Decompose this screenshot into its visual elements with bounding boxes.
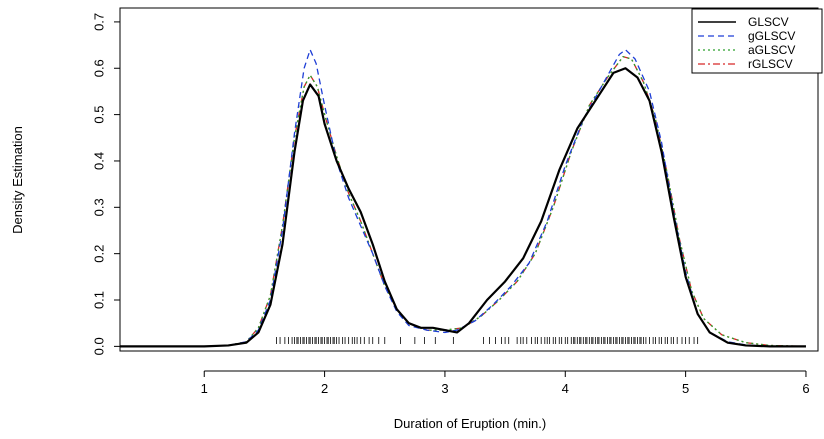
series-line-aglscv xyxy=(120,56,806,348)
y-axis-label: Density Estimation xyxy=(10,126,25,234)
y-tick-label: 0.2 xyxy=(91,245,106,263)
y-tick-label: 0.1 xyxy=(91,291,106,309)
y-tick-label: 0.7 xyxy=(91,13,106,31)
x-tick-label: 1 xyxy=(201,381,208,396)
x-tick-label: 5 xyxy=(682,381,689,396)
y-tick-label: 0.4 xyxy=(91,152,106,170)
y-tick-label: 0.6 xyxy=(91,59,106,77)
y-tick-label: 0.5 xyxy=(91,106,106,124)
legend-box xyxy=(691,8,823,74)
plot-frame xyxy=(119,7,819,352)
legend-label-glscv: GLSCV xyxy=(748,15,789,29)
rug-marks xyxy=(276,337,699,344)
y-tick-label: 0.0 xyxy=(91,337,106,355)
legend-label-aglscv: aGLSCV xyxy=(748,43,795,57)
series-lines xyxy=(120,49,806,348)
series-line-glscv xyxy=(120,67,806,348)
x-tick-label: 4 xyxy=(562,381,569,396)
series-line-gglscv xyxy=(120,49,806,348)
x-tick-label: 2 xyxy=(321,381,328,396)
legend-label-rglscv: rGLSCV xyxy=(748,57,793,71)
series-line-rglscv xyxy=(120,56,806,348)
x-axis: 1 2 3 4 5 6 xyxy=(201,370,810,396)
x-axis-label: Duration of Eruption (min.) xyxy=(394,416,546,431)
x-tick-label: 6 xyxy=(802,381,809,396)
x-tick-label: 3 xyxy=(441,381,448,396)
legend-label-gglscv: gGLSCV xyxy=(748,29,795,43)
y-tick-label: 0.3 xyxy=(91,198,106,216)
y-axis: 0.0 0.1 0.2 0.3 0.4 0.5 0.6 0.7 xyxy=(91,13,120,355)
